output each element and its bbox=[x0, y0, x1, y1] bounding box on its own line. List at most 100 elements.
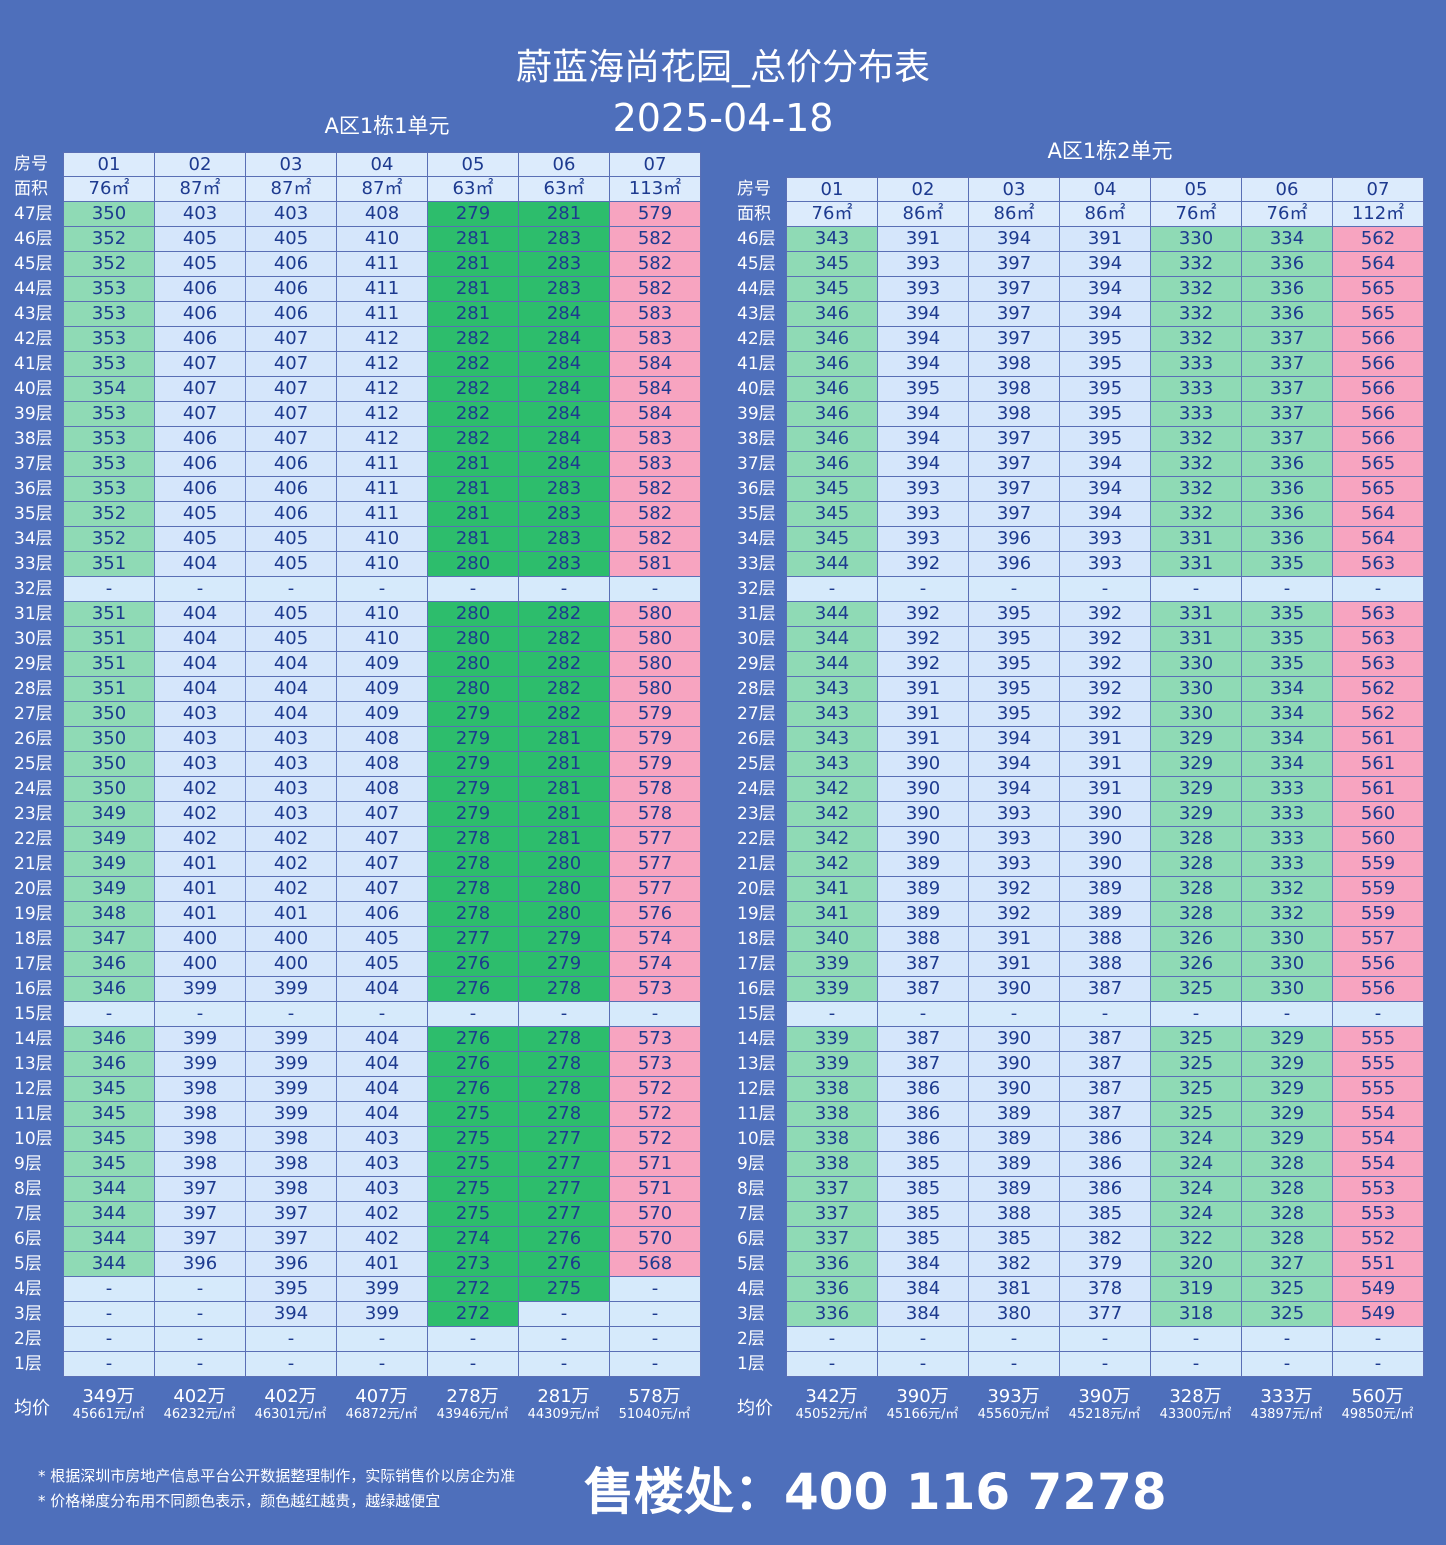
price-cell: 353 bbox=[63, 451, 155, 477]
price-cell: 329 bbox=[1150, 751, 1242, 777]
row-label: 29层 bbox=[14, 654, 53, 674]
price-cell: 395 bbox=[877, 376, 969, 402]
price-cell: 341 bbox=[786, 901, 878, 927]
row-label: 18层 bbox=[14, 929, 53, 949]
price-cell: - bbox=[968, 576, 1060, 602]
floor-row: 45层 345 393 397 394 332 336 564 bbox=[737, 251, 1424, 277]
price-cell: 566 bbox=[1332, 326, 1424, 352]
floor-row: 12层 345 398 399 404 276 278 572 bbox=[14, 1076, 701, 1102]
price-cell: 405 bbox=[154, 251, 246, 277]
row-label: 15层 bbox=[737, 1004, 776, 1024]
floor-row: 42层 353 406 407 412 282 284 583 bbox=[14, 326, 701, 352]
price-cell: 395 bbox=[968, 701, 1060, 727]
row-label: 20层 bbox=[737, 879, 776, 899]
price-cell: - bbox=[786, 1351, 878, 1377]
price-cell: - bbox=[1332, 1326, 1424, 1352]
floor-row: 37层 353 406 406 411 281 284 583 bbox=[14, 451, 701, 477]
price-cell: - bbox=[877, 1351, 969, 1377]
row-label: 6层 bbox=[737, 1229, 765, 1249]
price-cell: 377 bbox=[1059, 1301, 1151, 1327]
price-cell: 278 bbox=[518, 1101, 610, 1127]
price-cell: - bbox=[336, 1351, 428, 1377]
price-cell: 333 bbox=[1150, 351, 1242, 377]
price-cell: 392 bbox=[968, 901, 1060, 927]
price-cell: - bbox=[154, 1001, 246, 1027]
row-label: 34层 bbox=[737, 529, 776, 549]
price-cell: 393 bbox=[877, 526, 969, 552]
floor-row: 44层 345 393 397 394 332 336 565 bbox=[737, 276, 1424, 302]
row-label: 39层 bbox=[737, 404, 776, 424]
floor-row: 39层 346 394 398 395 333 337 566 bbox=[737, 401, 1424, 427]
price-cell: 330 bbox=[1241, 976, 1333, 1002]
row-label: 23层 bbox=[14, 804, 53, 824]
floor-row: 21层 342 389 393 390 328 333 559 bbox=[737, 851, 1424, 877]
floor-row: 3层 - -394 399 272- - bbox=[14, 1301, 701, 1327]
floor-row: 32层 - - - - - - - bbox=[737, 576, 1424, 602]
row-label: 8层 bbox=[737, 1179, 765, 1199]
row-label: 16层 bbox=[737, 979, 776, 999]
price-cell: 354 bbox=[63, 376, 155, 402]
floor-row: 26层 350 403 403 408 279 281 579 bbox=[14, 726, 701, 752]
price-cell: - bbox=[427, 576, 519, 602]
price-cell: 395 bbox=[1059, 351, 1151, 377]
price-cell: 331 bbox=[1150, 626, 1242, 652]
average-cell: 333万 43897元/㎡ bbox=[1241, 1387, 1332, 1431]
price-cell: 561 bbox=[1332, 751, 1424, 777]
average-unit-price: 45560元/㎡ bbox=[977, 1407, 1050, 1422]
price-cell: 394 bbox=[877, 326, 969, 352]
price-cell: - bbox=[336, 576, 428, 602]
floor-row: 13层 346 399 399 404 276 278 573 bbox=[14, 1051, 701, 1077]
price-cell: 397 bbox=[968, 326, 1060, 352]
price-cell: 338 bbox=[786, 1126, 878, 1152]
price-cell: 272 bbox=[427, 1301, 519, 1327]
price-cell: 334 bbox=[1241, 701, 1333, 727]
price-cell: 385 bbox=[1059, 1201, 1151, 1227]
floor-row: 44层 353 406 406 411 281 283 582 bbox=[14, 276, 701, 302]
price-cell: 325 bbox=[1150, 1051, 1242, 1077]
price-cell: 281 bbox=[427, 226, 519, 252]
row-label: 21层 bbox=[737, 854, 776, 874]
price-cell: 402 bbox=[245, 876, 337, 902]
floor-row: 18层 340 388 391 388 326 330 557 bbox=[737, 926, 1424, 952]
price-cell: 281 bbox=[427, 276, 519, 302]
price-cell: - bbox=[1241, 1351, 1333, 1377]
row-label: 25层 bbox=[737, 754, 776, 774]
price-cell: 343 bbox=[786, 226, 878, 252]
price-cell: 387 bbox=[1059, 1026, 1151, 1052]
page-title: 蔚蓝海尚花园_总价分布表 bbox=[515, 47, 930, 88]
price-cell: 345 bbox=[786, 251, 878, 277]
price-cell: 275 bbox=[427, 1201, 519, 1227]
floor-row: 45层 352 405 406 411 281 283 582 bbox=[14, 251, 701, 277]
price-cell: - bbox=[1241, 576, 1333, 602]
floor-row: 8层 337 385 389 386 324 328 553 bbox=[737, 1176, 1424, 1202]
price-table-unit-2: 房号 01 02 03 04 05 06 07 面积 76㎡ 86㎡ 86㎡ 86㎡ 76㎡ 76㎡ 112㎡… bbox=[737, 177, 1424, 1431]
floor-row: 5层 336 384 382 379 320 327 551 bbox=[737, 1251, 1424, 1277]
price-cell: 282 bbox=[427, 376, 519, 402]
floor-row: 27层 343 391 395 392 330 334 562 bbox=[737, 701, 1424, 727]
price-cell: 398 bbox=[968, 351, 1060, 377]
price-cell: 277 bbox=[427, 926, 519, 952]
price-cell: 555 bbox=[1332, 1076, 1424, 1102]
price-cell: 342 bbox=[786, 826, 878, 852]
row-label: 30层 bbox=[737, 629, 776, 649]
price-cell: 342 bbox=[786, 801, 878, 827]
row-label: 14层 bbox=[14, 1029, 53, 1049]
row-label: 3层 bbox=[14, 1304, 42, 1324]
row-label: 17层 bbox=[737, 954, 776, 974]
price-cell: 392 bbox=[877, 626, 969, 652]
floor-row: 17层 346 400 400 405 276 279 574 bbox=[14, 951, 701, 977]
price-cell: 571 bbox=[609, 1176, 701, 1202]
floor-row: 1层 - - - - - - - bbox=[737, 1351, 1424, 1377]
price-cell: 407 bbox=[245, 326, 337, 352]
price-cell: - bbox=[786, 1326, 878, 1352]
price-cell: - bbox=[1059, 1001, 1151, 1027]
price-cell: 336 bbox=[786, 1276, 878, 1302]
price-cell: 391 bbox=[877, 226, 969, 252]
floor-row: 36层 353 406 406 411 281 283 582 bbox=[14, 476, 701, 502]
price-cell: 336 bbox=[786, 1251, 878, 1277]
price-cell: 344 bbox=[63, 1251, 155, 1277]
price-cell: 328 bbox=[1150, 851, 1242, 877]
price-cell: 325 bbox=[1150, 1026, 1242, 1052]
price-cell: 331 bbox=[1150, 601, 1242, 627]
price-cell: 391 bbox=[877, 701, 969, 727]
